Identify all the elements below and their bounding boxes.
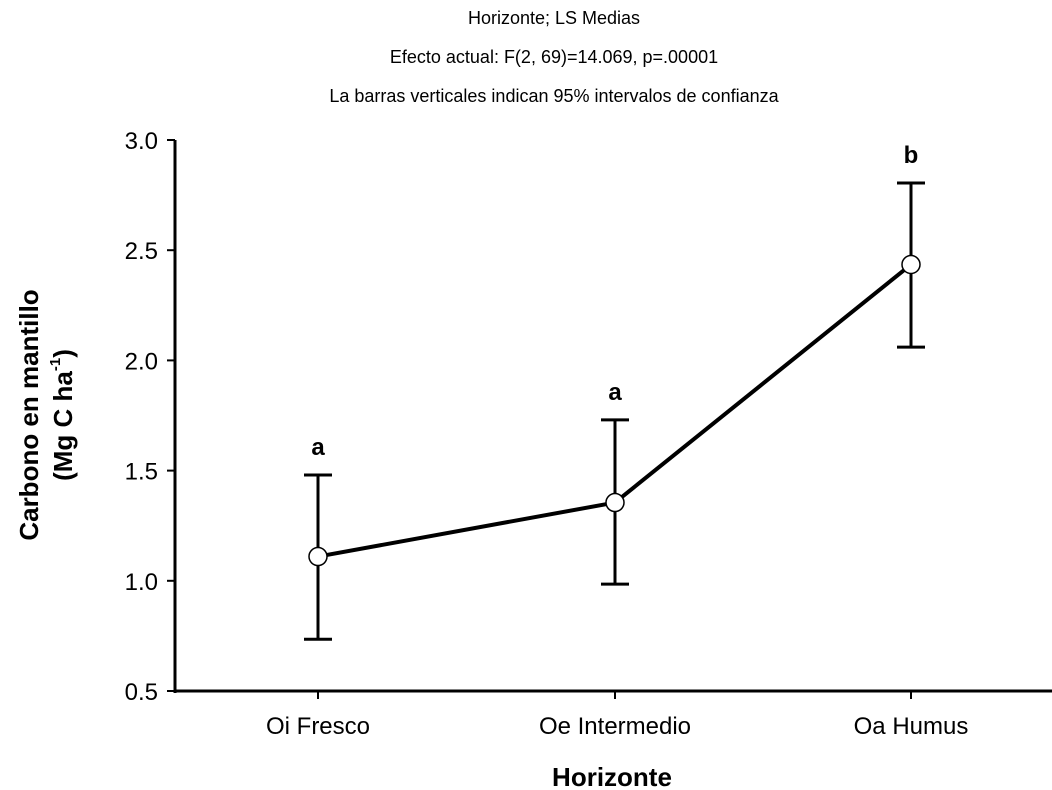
chart-note: La barras verticales indican 95% interva… xyxy=(329,86,779,106)
x-tick-label: Oa Humus xyxy=(854,713,969,740)
y-axis-title-line2: (Mg C ha-1) xyxy=(47,349,78,481)
y-axis-title: Carbono en mantillo (Mg C ha-1) xyxy=(14,289,78,540)
y-tick-label: 2.5 xyxy=(125,238,158,265)
chart-subtitle: Efecto actual: F(2, 69)=14.069, p=.00001 xyxy=(390,47,718,67)
y-tick-label: 1.0 xyxy=(125,569,158,596)
y-axis-title-exponent: -1 xyxy=(47,358,64,371)
series-points xyxy=(308,254,921,567)
x-tick-label: Oi Fresco xyxy=(266,713,370,740)
data-point xyxy=(308,546,328,567)
significance-letters: a a b xyxy=(311,142,918,461)
y-tick-label: 1.5 xyxy=(125,459,158,486)
x-tick-label: Oe Intermedio xyxy=(539,713,691,740)
y-tick-label: 0.5 xyxy=(125,679,158,706)
data-point xyxy=(901,254,921,275)
axes xyxy=(173,140,1052,693)
error-bars xyxy=(304,181,925,641)
y-axis-title-unit: (Mg C ha xyxy=(48,371,78,481)
significance-letter: a xyxy=(311,434,325,461)
y-tick-label: 2.0 xyxy=(125,348,158,375)
chart-title: Horizonte; LS Medias xyxy=(468,8,640,28)
y-axis-title-close: ) xyxy=(48,349,78,358)
significance-letter: b xyxy=(904,142,919,169)
significance-letter: a xyxy=(608,379,622,406)
x-axis-title: Horizonte xyxy=(552,762,672,790)
x-ticks: Oi Fresco Oe Intermedio Oa Humus xyxy=(266,691,968,740)
y-tick-label: 3.0 xyxy=(125,128,158,155)
data-point xyxy=(605,492,625,513)
y-axis-title-line1: Carbono en mantillo xyxy=(14,289,44,540)
y-ticks: 0.5 1.0 1.5 2.0 2.5 3.0 xyxy=(125,128,175,706)
